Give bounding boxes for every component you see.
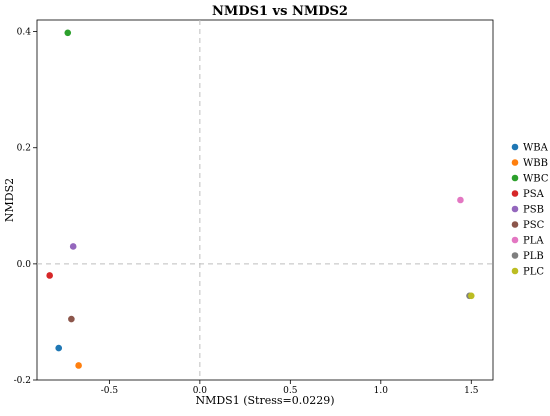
legend-marker-psa (511, 190, 519, 197)
plot-frame (36, 19, 494, 381)
y-axis-ticks: -0.2 0.0 0.2 0.4 (14, 28, 37, 386)
legend-marker-plc (511, 267, 519, 275)
x-tick-label: 1.5 (464, 386, 479, 396)
legend-marker-plb (511, 252, 519, 259)
y-tick-label: 0.0 (17, 260, 32, 270)
x-axis-label: NMDS1 (Stress=0.0229) (195, 394, 334, 407)
chart-title: NMDS1 vs NMDS2 (212, 4, 348, 19)
x-tick-label: 0.5 (283, 386, 298, 396)
legend-label-psc: PSC (523, 220, 545, 231)
legend-label-wbc: WBC (523, 174, 549, 185)
x-axis-ticks: -0.5 0.0 0.5 1.0 1.5 (101, 380, 479, 396)
y-tick-label: 0.2 (17, 144, 31, 154)
legend-marker-pla (511, 236, 519, 244)
point-wbb (75, 362, 82, 369)
data-points (46, 29, 475, 369)
x-tick-label: 1.0 (374, 386, 389, 396)
legend-label-plc: PLC (523, 267, 544, 278)
legend-label-pla: PLA (523, 236, 544, 247)
x-tick-label: 0.0 (193, 386, 208, 396)
point-psb (69, 243, 77, 250)
legend-marker-wba (511, 143, 519, 151)
legend-label-psa: PSA (523, 189, 545, 200)
point-plc (467, 292, 475, 300)
legend-label-psb: PSB (523, 205, 544, 216)
legend-label-wba: WBA (523, 143, 549, 154)
point-wba (55, 344, 63, 352)
legend-marker-psc (511, 221, 519, 228)
legend-label-wbb: WBB (523, 158, 548, 169)
point-psa (46, 272, 53, 279)
point-wbc (64, 29, 72, 37)
legend-label-plb: PLB (523, 251, 544, 262)
x-tick-label: -0.5 (101, 386, 119, 396)
point-pla (457, 196, 464, 204)
legend: WBA WBB WBC PSA PSB PSC PLA PLB PLC (511, 143, 549, 278)
y-tick-label: 0.4 (17, 28, 32, 38)
legend-marker-wbb (511, 159, 519, 166)
y-tick-label: -0.2 (14, 376, 31, 386)
reference-lines (37, 20, 493, 380)
y-axis-label: NMDS2 (3, 178, 16, 222)
point-psc (68, 315, 75, 323)
legend-marker-psb (511, 205, 519, 213)
legend-marker-wbc (511, 174, 519, 182)
